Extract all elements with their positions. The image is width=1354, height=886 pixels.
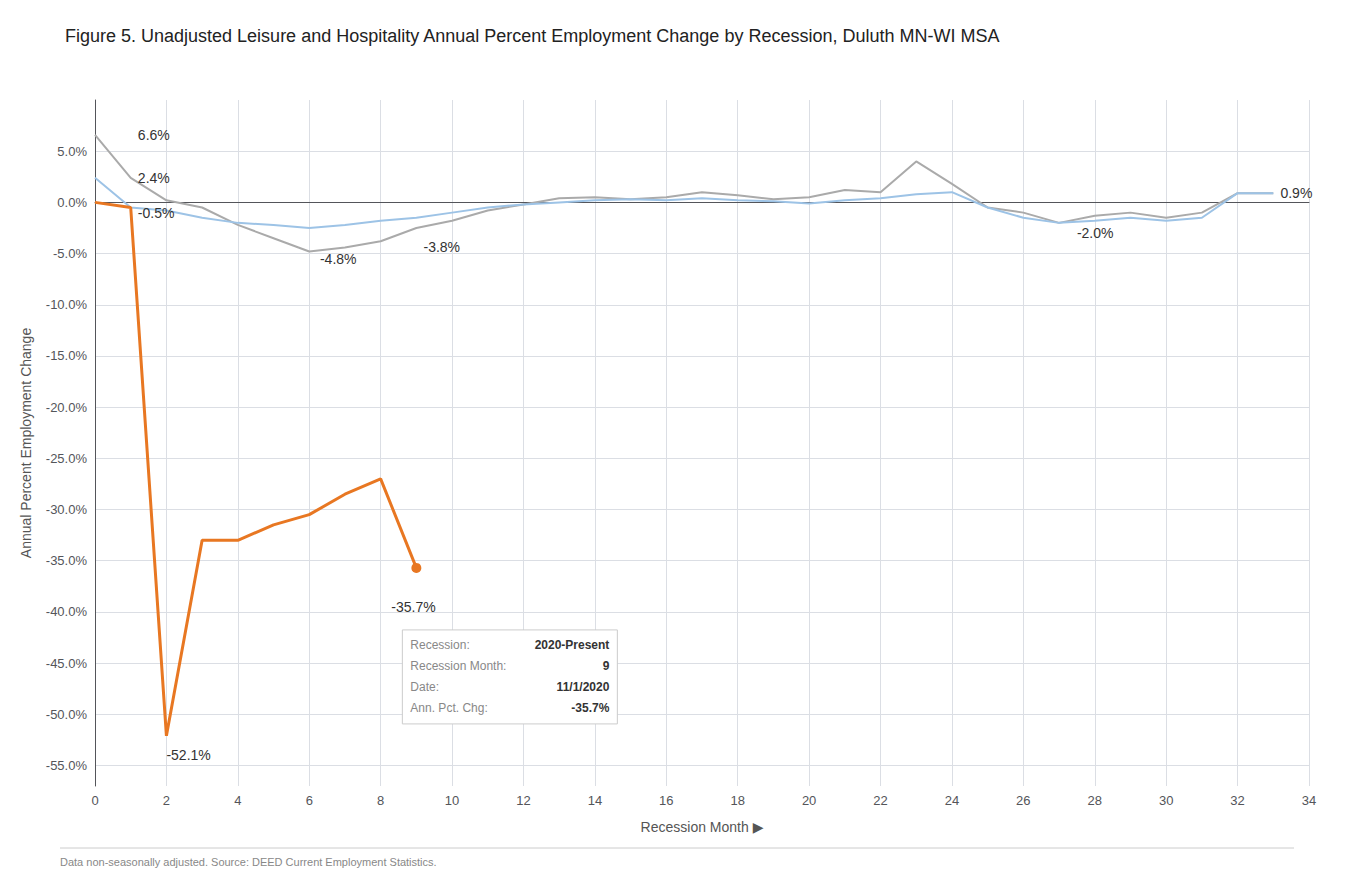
svg-text:Ann. Pct. Chg:: Ann. Pct. Chg: [410, 701, 487, 715]
svg-text:-0.5%: -0.5% [138, 205, 175, 221]
svg-text:5.0%: 5.0% [57, 144, 87, 159]
svg-text:4: 4 [234, 793, 241, 808]
svg-text:Annual Percent Employment Chan: Annual Percent Employment Change [18, 328, 34, 559]
svg-text:26: 26 [1016, 793, 1030, 808]
svg-text:9: 9 [603, 659, 610, 673]
svg-text:-5.0%: -5.0% [53, 246, 87, 261]
svg-text:-40.0%: -40.0% [46, 604, 88, 619]
svg-text:Recession Month:: Recession Month: [410, 659, 506, 673]
svg-text:-55.0%: -55.0% [46, 758, 88, 773]
svg-text:Data non-seasonally adjusted.: Data non-seasonally adjusted. Source: DE… [60, 856, 437, 868]
svg-text:0: 0 [91, 793, 98, 808]
svg-text:10: 10 [445, 793, 459, 808]
svg-text:28: 28 [1088, 793, 1102, 808]
svg-text:16: 16 [659, 793, 673, 808]
svg-text:-3.8%: -3.8% [423, 239, 460, 255]
svg-text:-50.0%: -50.0% [46, 707, 88, 722]
svg-text:Figure 5. Unadjusted Leisure a: Figure 5. Unadjusted Leisure and Hospita… [65, 26, 999, 46]
svg-text:12: 12 [516, 793, 530, 808]
svg-text:11/1/2020: 11/1/2020 [557, 680, 610, 694]
svg-text:22: 22 [873, 793, 887, 808]
svg-text:2: 2 [163, 793, 170, 808]
svg-text:-2.0%: -2.0% [1077, 225, 1114, 241]
svg-text:-30.0%: -30.0% [46, 502, 88, 517]
svg-text:2.4%: 2.4% [138, 170, 170, 186]
svg-text:30: 30 [1159, 793, 1173, 808]
svg-text:2020-Present: 2020-Present [535, 638, 610, 652]
svg-text:-4.8%: -4.8% [320, 251, 357, 267]
svg-text:-10.0%: -10.0% [46, 297, 88, 312]
svg-text:14: 14 [588, 793, 602, 808]
svg-text:-25.0%: -25.0% [46, 451, 88, 466]
svg-text:-35.0%: -35.0% [46, 553, 88, 568]
svg-text:0.9%: 0.9% [1280, 185, 1312, 201]
svg-text:0.0%: 0.0% [57, 195, 87, 210]
svg-text:20: 20 [802, 793, 816, 808]
svg-text:18: 18 [730, 793, 744, 808]
svg-text:Recession:: Recession: [410, 638, 469, 652]
svg-text:-35.7%: -35.7% [571, 701, 609, 715]
svg-text:Date:: Date: [410, 680, 439, 694]
svg-text:-15.0%: -15.0% [46, 348, 88, 363]
svg-text:Recession Month ▶: Recession Month ▶ [641, 819, 764, 835]
svg-text:-35.7%: -35.7% [391, 599, 435, 615]
svg-text:34: 34 [1302, 793, 1316, 808]
svg-text:24: 24 [945, 793, 959, 808]
svg-text:6.6%: 6.6% [138, 127, 170, 143]
svg-text:32: 32 [1230, 793, 1244, 808]
svg-text:-45.0%: -45.0% [46, 656, 88, 671]
svg-text:6: 6 [306, 793, 313, 808]
svg-text:-20.0%: -20.0% [46, 400, 88, 415]
svg-text:8: 8 [377, 793, 384, 808]
svg-text:-52.1%: -52.1% [166, 747, 210, 763]
